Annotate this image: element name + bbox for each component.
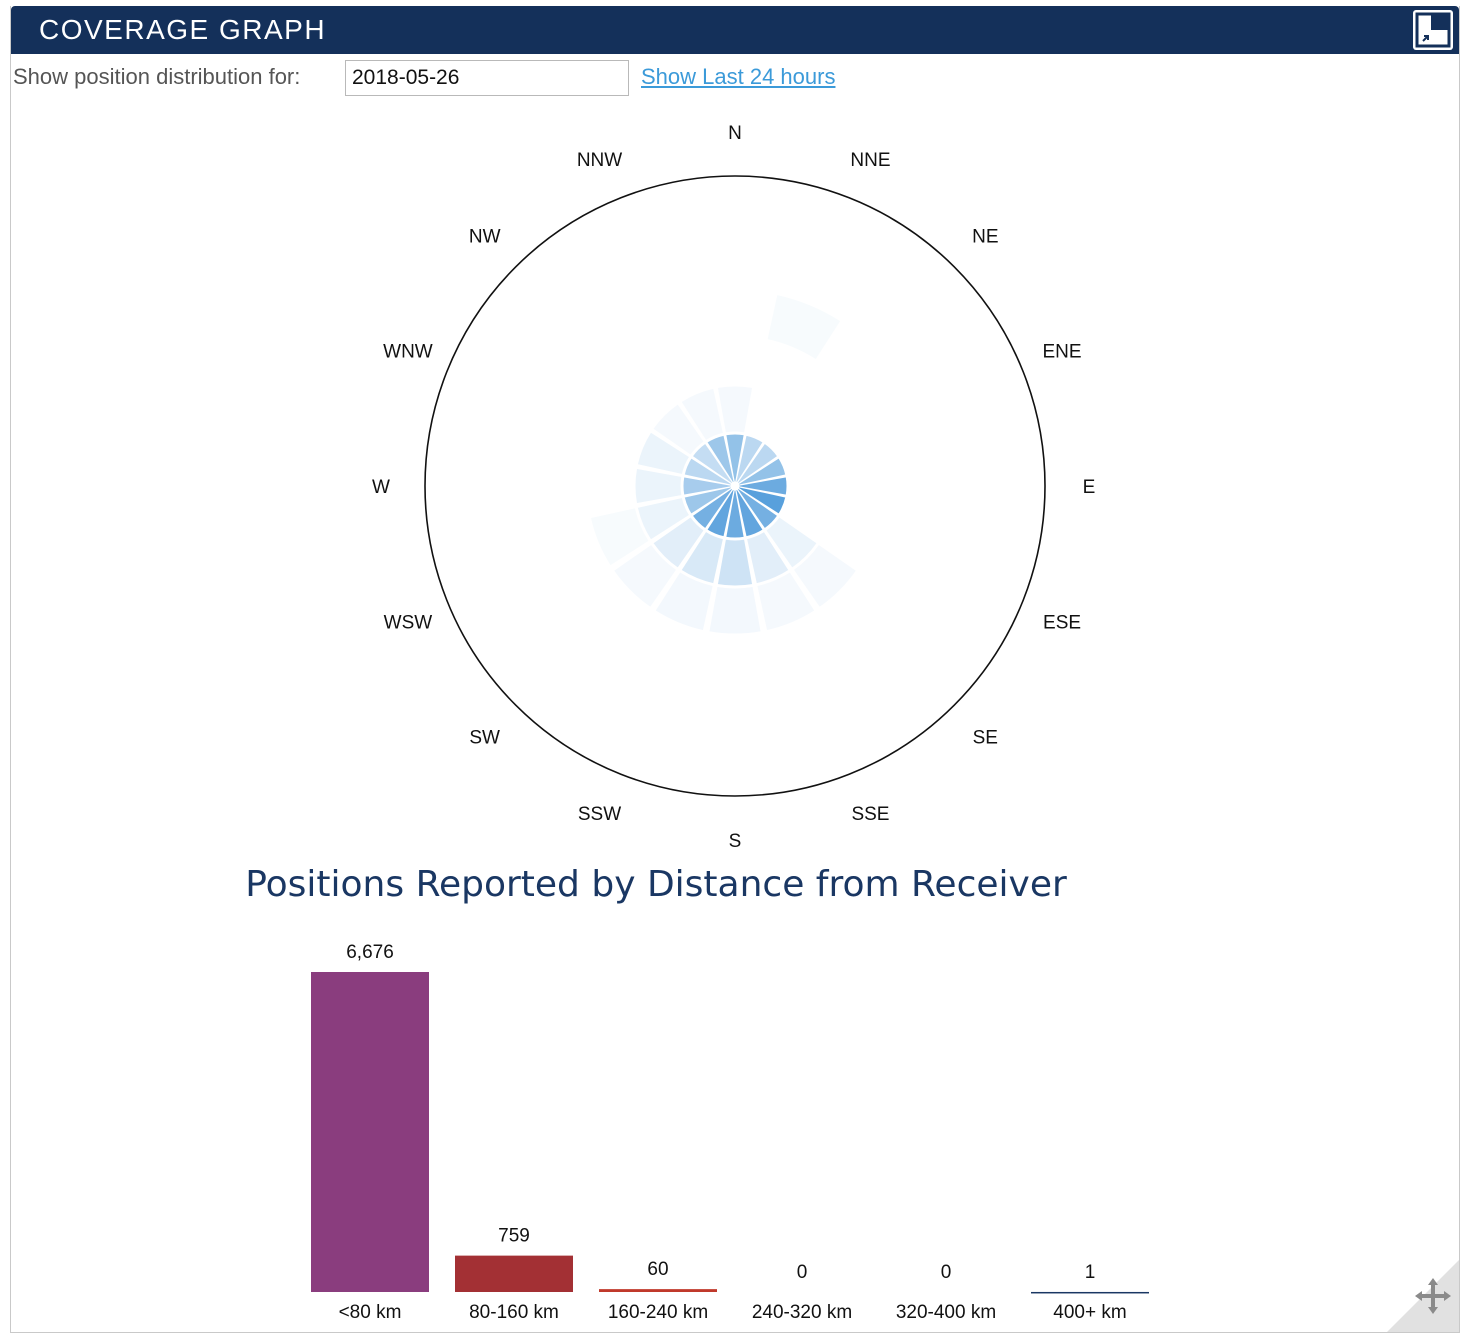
polar-cell-wsw-ring-0 (683, 486, 733, 515)
bar-value-label-5: 1 (1085, 1262, 1096, 1283)
polar-cell-ene-ring-0 (737, 457, 787, 486)
polar-cell-sse-ring-0 (735, 488, 764, 538)
polar-cell-se-ring-1 (765, 516, 818, 569)
polar-cell-nnw-ring-0 (706, 434, 735, 484)
bar-value-label-0: 6,676 (346, 942, 394, 963)
distance-bar-chart: 6,676 <80 km 759 80-160 km 60 160-240 km 0 240-… (311, 942, 1149, 1323)
polar-cell-nnw-ring-1 (680, 387, 725, 442)
bar-category-label-0: <80 km (339, 1302, 402, 1323)
bar-1 (455, 1255, 573, 1292)
compass-label-sse: SSE (851, 804, 889, 825)
polar-cell-s-ring-0 (725, 489, 745, 539)
compass-label-se: SE (973, 727, 998, 748)
polar-cell-ssw-ring-2 (654, 571, 714, 632)
expand-button[interactable] (1413, 10, 1453, 50)
polar-cell-s-ring-1 (716, 538, 754, 587)
compass-label-ne: NE (972, 227, 998, 248)
expand-icon (1415, 12, 1451, 48)
bar-2 (599, 1289, 717, 1292)
compass-label-nw: NW (469, 227, 501, 248)
coverage-graph-panel: COVERAGE GRAPH Show position distributio… (10, 6, 1460, 1333)
polar-cell-nne-ring-0 (735, 434, 764, 484)
polar-cell-w-ring-0 (682, 476, 732, 496)
polar-cell-nw-ring-1 (652, 403, 705, 456)
move-arrows-icon (1387, 1260, 1459, 1332)
polar-cell-ssw-ring-0 (706, 488, 735, 538)
compass-label-n: N (728, 123, 742, 144)
polar-cell-wsw-ring-2 (589, 507, 650, 567)
compass-label-sw: SW (469, 727, 500, 748)
polar-cell-n-ring-0 (725, 433, 745, 483)
polar-cell-sw-ring-2 (612, 543, 678, 609)
coverage-polar-chart: N NNE NE ENE E ESE SE SSE S SSW SW WSW W WNW NW NNW (372, 123, 1096, 852)
polar-cell-wnw-ring-0 (683, 457, 733, 486)
polar-cell-nw-ring-0 (691, 442, 734, 485)
compass-label-ese: ESE (1043, 612, 1081, 633)
bar-value-label-1: 759 (498, 1226, 530, 1247)
polar-cell-e-ring-0 (738, 476, 788, 496)
polar-cell-wsw-ring-1 (636, 496, 691, 541)
polar-outer-circle (424, 175, 1046, 797)
panel-header: COVERAGE GRAPH (11, 6, 1459, 54)
compass-label-ene: ENE (1043, 342, 1082, 363)
compass-label-w: W (372, 477, 390, 498)
date-controls: Show position distribution for: Show Las… (13, 58, 1453, 98)
compass-label-nne: NNE (850, 150, 890, 171)
polar-cell-wnw-ring-1 (636, 431, 691, 476)
bar-0 (311, 972, 429, 1292)
polar-cell-sw-ring-0 (691, 487, 734, 530)
bar-chart-title: Positions Reported by Distance from Rece… (245, 864, 1067, 905)
bar-category-label-3: 240-320 km (752, 1302, 852, 1323)
polar-cell-sse-ring-2 (756, 571, 816, 632)
show-last-24-hours-link[interactable]: Show Last 24 hours (641, 64, 836, 89)
polar-cell-ssw-ring-1 (680, 530, 725, 585)
polar-cell-sse-ring-1 (745, 530, 790, 585)
bar-category-label-1: 80-160 km (469, 1302, 559, 1323)
polar-cell-nne-ring-3 (766, 293, 842, 361)
bar-category-label-4: 320-400 km (896, 1302, 996, 1323)
compass-label-s: S (729, 831, 742, 852)
compass-label-wsw: WSW (384, 612, 433, 633)
polar-cell-ne-ring-0 (736, 442, 779, 485)
bar-value-label-4: 0 (941, 1262, 952, 1283)
date-input[interactable] (345, 60, 629, 96)
bar-5 (1031, 1291, 1149, 1294)
bar-value-label-2: 60 (647, 1259, 668, 1280)
compass-label-ssw: SSW (578, 804, 621, 825)
bar-category-label-2: 160-240 km (608, 1302, 708, 1323)
polar-cell-n-ring-1 (716, 385, 754, 434)
date-label: Show position distribution for: (13, 64, 301, 89)
polar-cell-se-ring-0 (736, 487, 779, 530)
compass-label-wnw: WNW (383, 342, 433, 363)
polar-cell-w-ring-1 (634, 467, 683, 505)
compass-label-e: E (1083, 477, 1096, 498)
panel-title: COVERAGE GRAPH (39, 14, 327, 45)
polar-cell-s-ring-2 (708, 585, 762, 635)
resize-grip[interactable] (1387, 1260, 1459, 1332)
polar-cell-se-ring-2 (792, 543, 858, 609)
polar-cell-ese-ring-0 (737, 486, 787, 515)
bar-value-label-3: 0 (797, 1262, 808, 1283)
polar-cell-sw-ring-1 (652, 516, 705, 569)
bar-category-label-5: 400+ km (1053, 1302, 1126, 1323)
compass-label-nnw: NNW (577, 150, 622, 171)
